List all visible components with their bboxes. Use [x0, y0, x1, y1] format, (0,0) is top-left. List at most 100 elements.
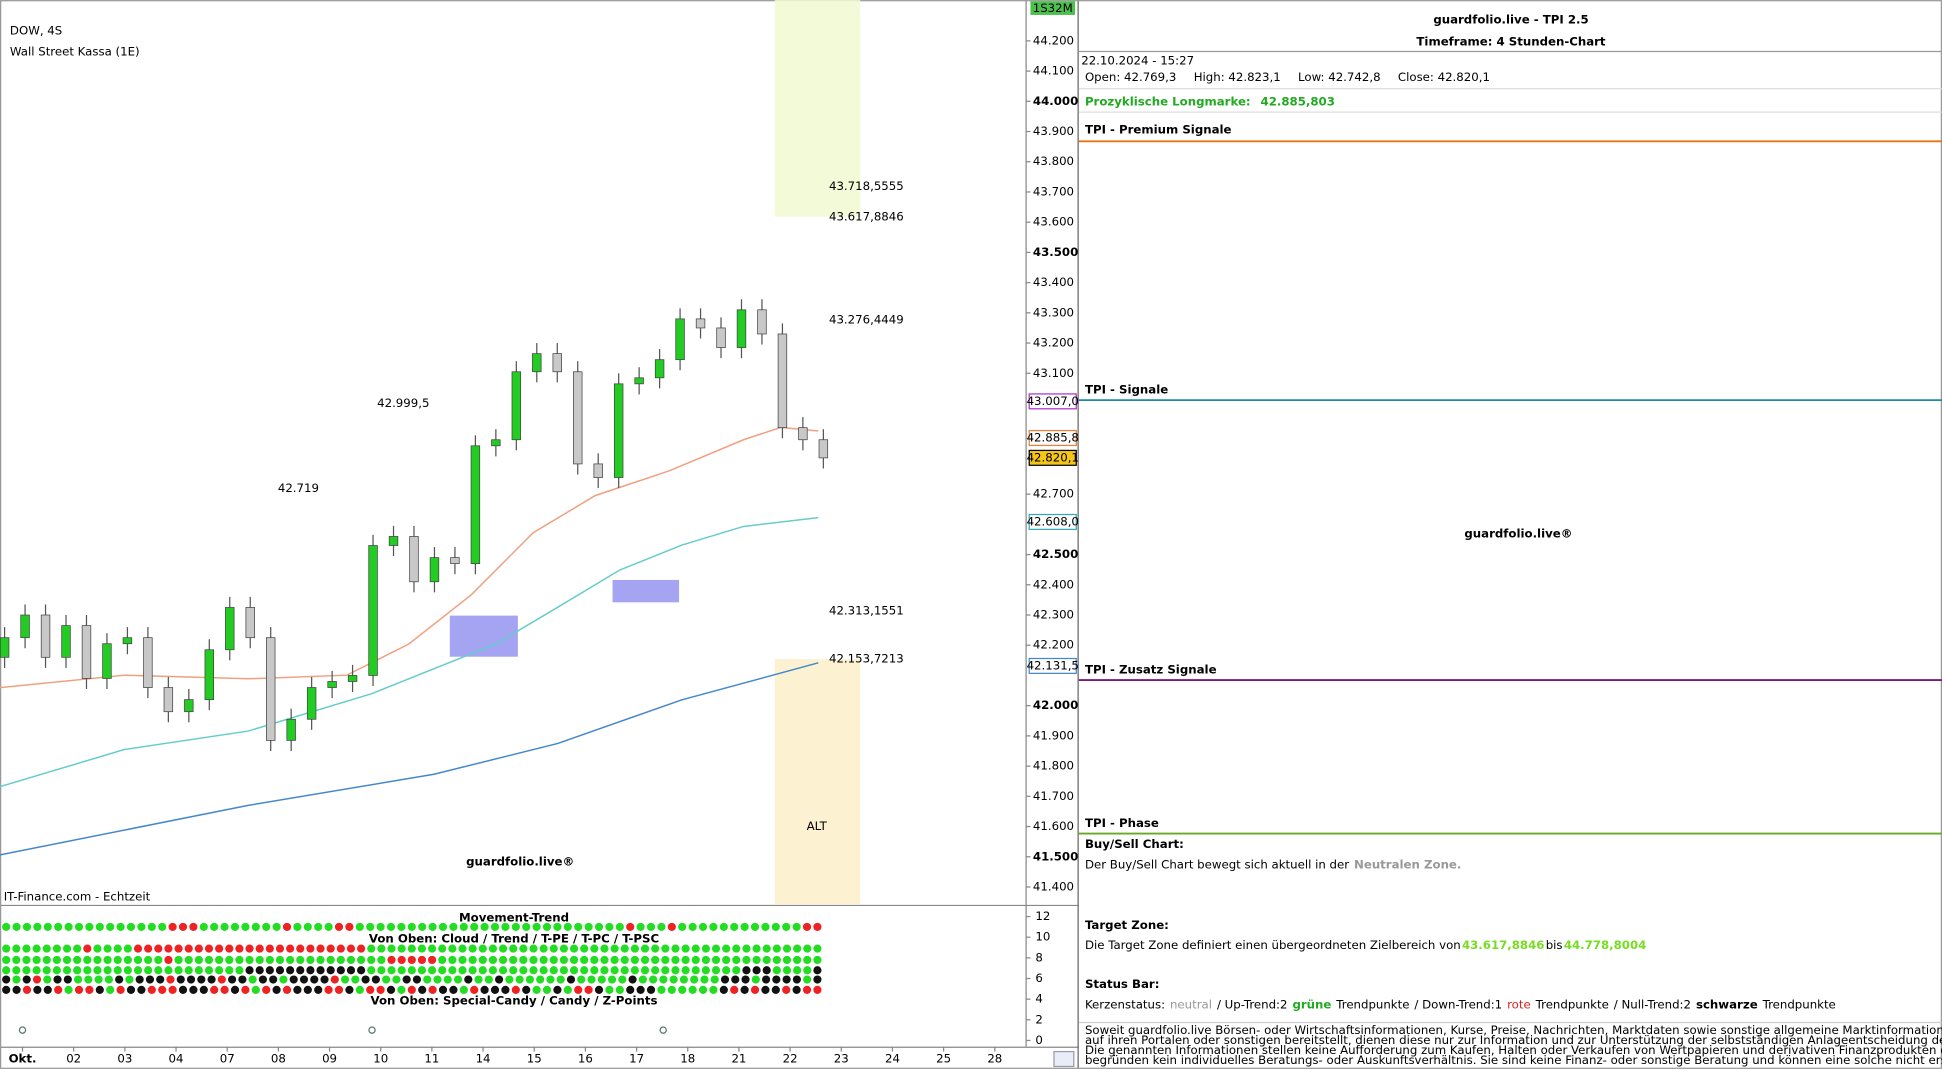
- candle-body: [0, 637, 10, 658]
- trend-dot: [470, 922, 479, 931]
- zone: [449, 615, 518, 657]
- trend-dot: [207, 975, 216, 984]
- trend-dot: [782, 922, 791, 931]
- trend-dot: [418, 922, 427, 931]
- block-text-part: Der Buy/Sell Chart bewegt sich aktuell i…: [1085, 857, 1349, 871]
- trend-dot: [340, 975, 350, 984]
- trend-dot: [569, 944, 579, 953]
- trend-dot: [752, 955, 761, 965]
- trend-dot: [355, 922, 364, 931]
- trend-dot: [32, 975, 42, 984]
- trend-dot: [803, 955, 812, 965]
- trend-dot: [428, 955, 437, 965]
- trend-dot: [197, 975, 206, 984]
- trend-dot: [22, 975, 31, 984]
- trend-dot: [303, 922, 312, 931]
- trend-dot: [286, 944, 295, 953]
- z-point: [368, 1026, 376, 1034]
- trend-dot: [620, 944, 629, 953]
- trend-dot: [484, 975, 493, 984]
- trend-dot: [640, 944, 650, 953]
- trend-dot: [113, 966, 122, 975]
- candle-body: [286, 718, 296, 741]
- x-tick-label: 14: [476, 1052, 491, 1066]
- trend-dot: [782, 966, 792, 975]
- trend-dot: [204, 966, 214, 975]
- zone: [774, 659, 861, 905]
- trend-dot: [711, 966, 721, 975]
- y-tick-label: 42.000: [1033, 698, 1078, 712]
- ohlc-line-part: Low: 42.742,8: [1298, 69, 1381, 83]
- trend-dot: [607, 975, 617, 984]
- price-marker-label: 42.885,8: [1027, 430, 1079, 444]
- trend-dot: [397, 966, 406, 975]
- trend-dot: [651, 966, 660, 975]
- trend-dot: [691, 944, 700, 953]
- candle-body: [695, 318, 706, 329]
- trend-dot: [698, 922, 708, 931]
- trend-dot: [113, 955, 122, 965]
- trend-dot: [12, 955, 21, 965]
- trend-dot: [103, 966, 112, 975]
- trend-dot: [468, 944, 477, 953]
- block-text: Die Target Zone definiert einen übergeor…: [1085, 938, 1646, 952]
- trend-dot: [62, 966, 72, 975]
- trend-dot: [282, 922, 292, 931]
- trend-dot: [245, 944, 254, 953]
- trend-dot: [204, 955, 214, 965]
- trend-dot: [553, 985, 562, 994]
- trend-dot: [135, 975, 144, 984]
- section-heading: TPI - Signale: [1085, 383, 1168, 397]
- trend-dot: [584, 922, 593, 931]
- trend-dot: [480, 985, 489, 994]
- price-marker: [1028, 657, 1077, 674]
- trend-dot: [813, 922, 822, 931]
- trend-dot: [103, 944, 112, 953]
- trend-dot: [125, 975, 134, 984]
- x-tick-label: 28: [987, 1052, 1002, 1066]
- zone: [612, 579, 680, 603]
- trend-dot: [600, 944, 609, 953]
- trend-dot: [448, 955, 457, 965]
- trend-dot: [730, 985, 739, 994]
- trend-dot: [104, 975, 113, 984]
- trend-dot: [522, 985, 531, 994]
- disclaimer-line: Soweit guardfolio.live Börsen- oder Wirt…: [1085, 1023, 1942, 1037]
- trend-dot: [392, 975, 401, 984]
- trend-dot: [262, 985, 271, 994]
- trend-dot: [742, 955, 751, 965]
- trend-dot: [620, 955, 629, 965]
- block-text-part: Trendpunkte: [1535, 997, 1609, 1011]
- x-tick-label: 17: [629, 1052, 644, 1066]
- trend-dot: [306, 955, 315, 965]
- trend-dot: [772, 966, 781, 975]
- trend-dot: [813, 966, 822, 975]
- settings-icon[interactable]: [1053, 1050, 1075, 1068]
- candle-body: [654, 359, 665, 379]
- price-marker-label: 42.820,1: [1027, 450, 1079, 464]
- trend-dot: [386, 922, 396, 931]
- trend-dot: [803, 975, 812, 984]
- trend-dot: [638, 975, 647, 984]
- trend-dot: [303, 985, 312, 994]
- trend-dot: [453, 975, 463, 984]
- trend-dot: [566, 975, 576, 984]
- trend-dot: [701, 944, 710, 953]
- trend-dot: [772, 975, 781, 984]
- trend-dot: [225, 955, 234, 965]
- trend-dot: [83, 966, 92, 975]
- trend-dot: [681, 955, 690, 965]
- x-tick-label: 15: [527, 1052, 542, 1066]
- trend-dot: [279, 975, 288, 984]
- trend-dot: [594, 985, 604, 994]
- indicator-tick-label: 4: [1035, 992, 1042, 1006]
- trend-dot: [615, 985, 624, 994]
- trend-dot: [174, 944, 183, 953]
- trend-dot: [361, 975, 370, 984]
- trend-dot: [94, 975, 103, 984]
- trend-dot: [217, 975, 226, 984]
- candle-body: [634, 377, 644, 385]
- trend-dot: [93, 966, 102, 975]
- trend-dot: [186, 975, 196, 984]
